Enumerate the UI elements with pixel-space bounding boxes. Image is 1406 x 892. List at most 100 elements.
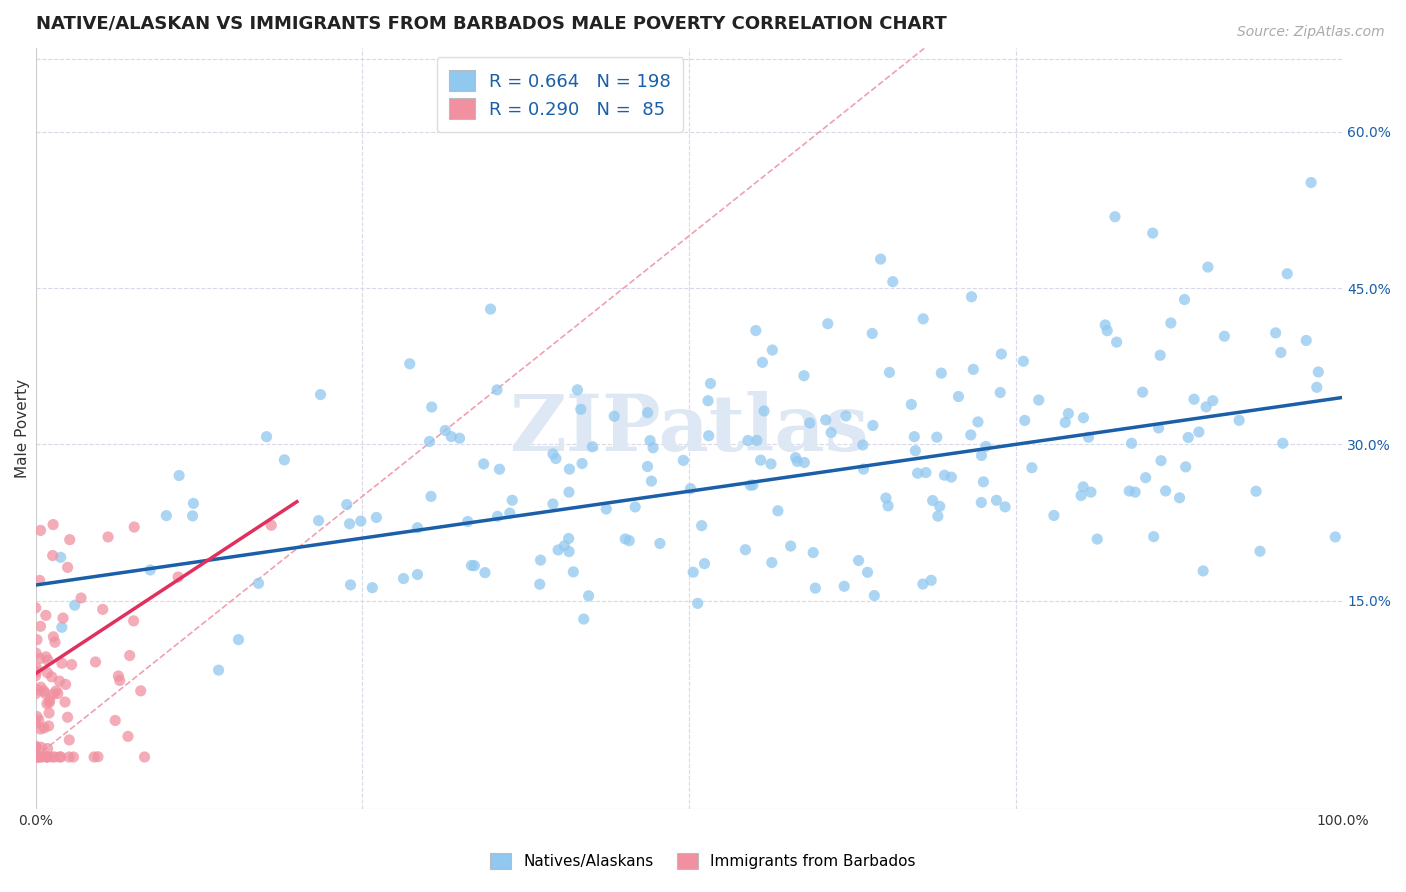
Point bbox=[882, 275, 904, 289]
Point bbox=[1021, 460, 1043, 475]
Point bbox=[734, 542, 756, 557]
Point bbox=[207, 663, 229, 677]
Point bbox=[541, 447, 564, 461]
Point bbox=[817, 317, 839, 331]
Point bbox=[28, 574, 51, 588]
Point bbox=[474, 566, 496, 580]
Point bbox=[638, 434, 661, 448]
Point bbox=[562, 565, 585, 579]
Point bbox=[406, 521, 429, 535]
Point bbox=[860, 326, 883, 341]
Point bbox=[672, 453, 695, 467]
Point bbox=[41, 549, 63, 563]
Point bbox=[637, 459, 659, 474]
Point bbox=[1244, 484, 1267, 499]
Point bbox=[41, 750, 63, 764]
Point bbox=[49, 750, 72, 764]
Point bbox=[418, 434, 440, 449]
Point bbox=[679, 482, 702, 496]
Point bbox=[1197, 260, 1219, 274]
Point bbox=[557, 532, 579, 546]
Point bbox=[38, 695, 60, 709]
Point bbox=[406, 567, 429, 582]
Point bbox=[1012, 354, 1035, 368]
Point bbox=[27, 682, 49, 697]
Point bbox=[46, 687, 69, 701]
Point bbox=[1028, 392, 1050, 407]
Point bbox=[928, 500, 950, 514]
Point bbox=[24, 669, 46, 683]
Point bbox=[920, 574, 942, 588]
Point bbox=[779, 539, 801, 553]
Point bbox=[70, 591, 93, 605]
Point bbox=[1118, 483, 1140, 498]
Point bbox=[420, 400, 443, 414]
Point bbox=[336, 498, 359, 512]
Point bbox=[30, 722, 52, 736]
Point bbox=[449, 431, 471, 445]
Point bbox=[27, 750, 49, 764]
Point bbox=[108, 673, 131, 688]
Point bbox=[862, 418, 884, 433]
Point bbox=[1094, 318, 1116, 332]
Point bbox=[501, 493, 523, 508]
Point bbox=[1071, 480, 1094, 494]
Point bbox=[814, 413, 837, 427]
Point bbox=[1105, 335, 1128, 350]
Point bbox=[228, 632, 250, 647]
Point bbox=[308, 514, 330, 528]
Point bbox=[1173, 293, 1195, 307]
Point bbox=[1295, 334, 1317, 348]
Point bbox=[58, 750, 80, 764]
Text: NATIVE/ALASKAN VS IMMIGRANTS FROM BARBADOS MALE POVERTY CORRELATION CHART: NATIVE/ALASKAN VS IMMIGRANTS FROM BARBAD… bbox=[35, 15, 946, 33]
Point bbox=[941, 470, 963, 484]
Point bbox=[350, 514, 373, 528]
Point bbox=[25, 750, 48, 764]
Point bbox=[1080, 485, 1102, 500]
Point bbox=[697, 393, 720, 408]
Point bbox=[32, 721, 55, 735]
Legend: R = 0.664   N = 198, R = 0.290   N =  85: R = 0.664 N = 198, R = 0.290 N = 85 bbox=[437, 57, 683, 132]
Point bbox=[420, 490, 443, 504]
Point bbox=[1249, 544, 1271, 558]
Point bbox=[745, 324, 768, 338]
Point bbox=[915, 466, 938, 480]
Point bbox=[804, 581, 827, 595]
Point bbox=[974, 440, 997, 454]
Point bbox=[37, 653, 59, 667]
Point bbox=[686, 596, 709, 610]
Point bbox=[104, 714, 127, 728]
Point bbox=[122, 614, 145, 628]
Point bbox=[799, 416, 821, 430]
Point bbox=[488, 462, 510, 476]
Point bbox=[25, 709, 48, 723]
Point bbox=[472, 457, 495, 471]
Point bbox=[863, 589, 886, 603]
Point bbox=[25, 750, 48, 764]
Point bbox=[42, 630, 65, 644]
Point bbox=[571, 457, 593, 471]
Point bbox=[1188, 425, 1211, 439]
Point bbox=[38, 693, 60, 707]
Point bbox=[1213, 329, 1236, 343]
Point bbox=[960, 290, 983, 304]
Point bbox=[48, 674, 70, 689]
Point bbox=[948, 390, 970, 404]
Point bbox=[959, 428, 981, 442]
Point bbox=[595, 502, 617, 516]
Point bbox=[41, 670, 63, 684]
Point bbox=[139, 563, 162, 577]
Point bbox=[62, 750, 84, 764]
Y-axis label: Male Poverty: Male Poverty bbox=[15, 379, 30, 478]
Point bbox=[28, 713, 51, 727]
Point bbox=[339, 516, 361, 531]
Point bbox=[87, 749, 110, 764]
Point bbox=[28, 750, 51, 764]
Point bbox=[339, 578, 361, 592]
Point bbox=[832, 579, 855, 593]
Point bbox=[44, 635, 66, 649]
Point bbox=[1073, 410, 1095, 425]
Point bbox=[761, 556, 783, 570]
Point bbox=[875, 491, 897, 505]
Point bbox=[786, 454, 808, 468]
